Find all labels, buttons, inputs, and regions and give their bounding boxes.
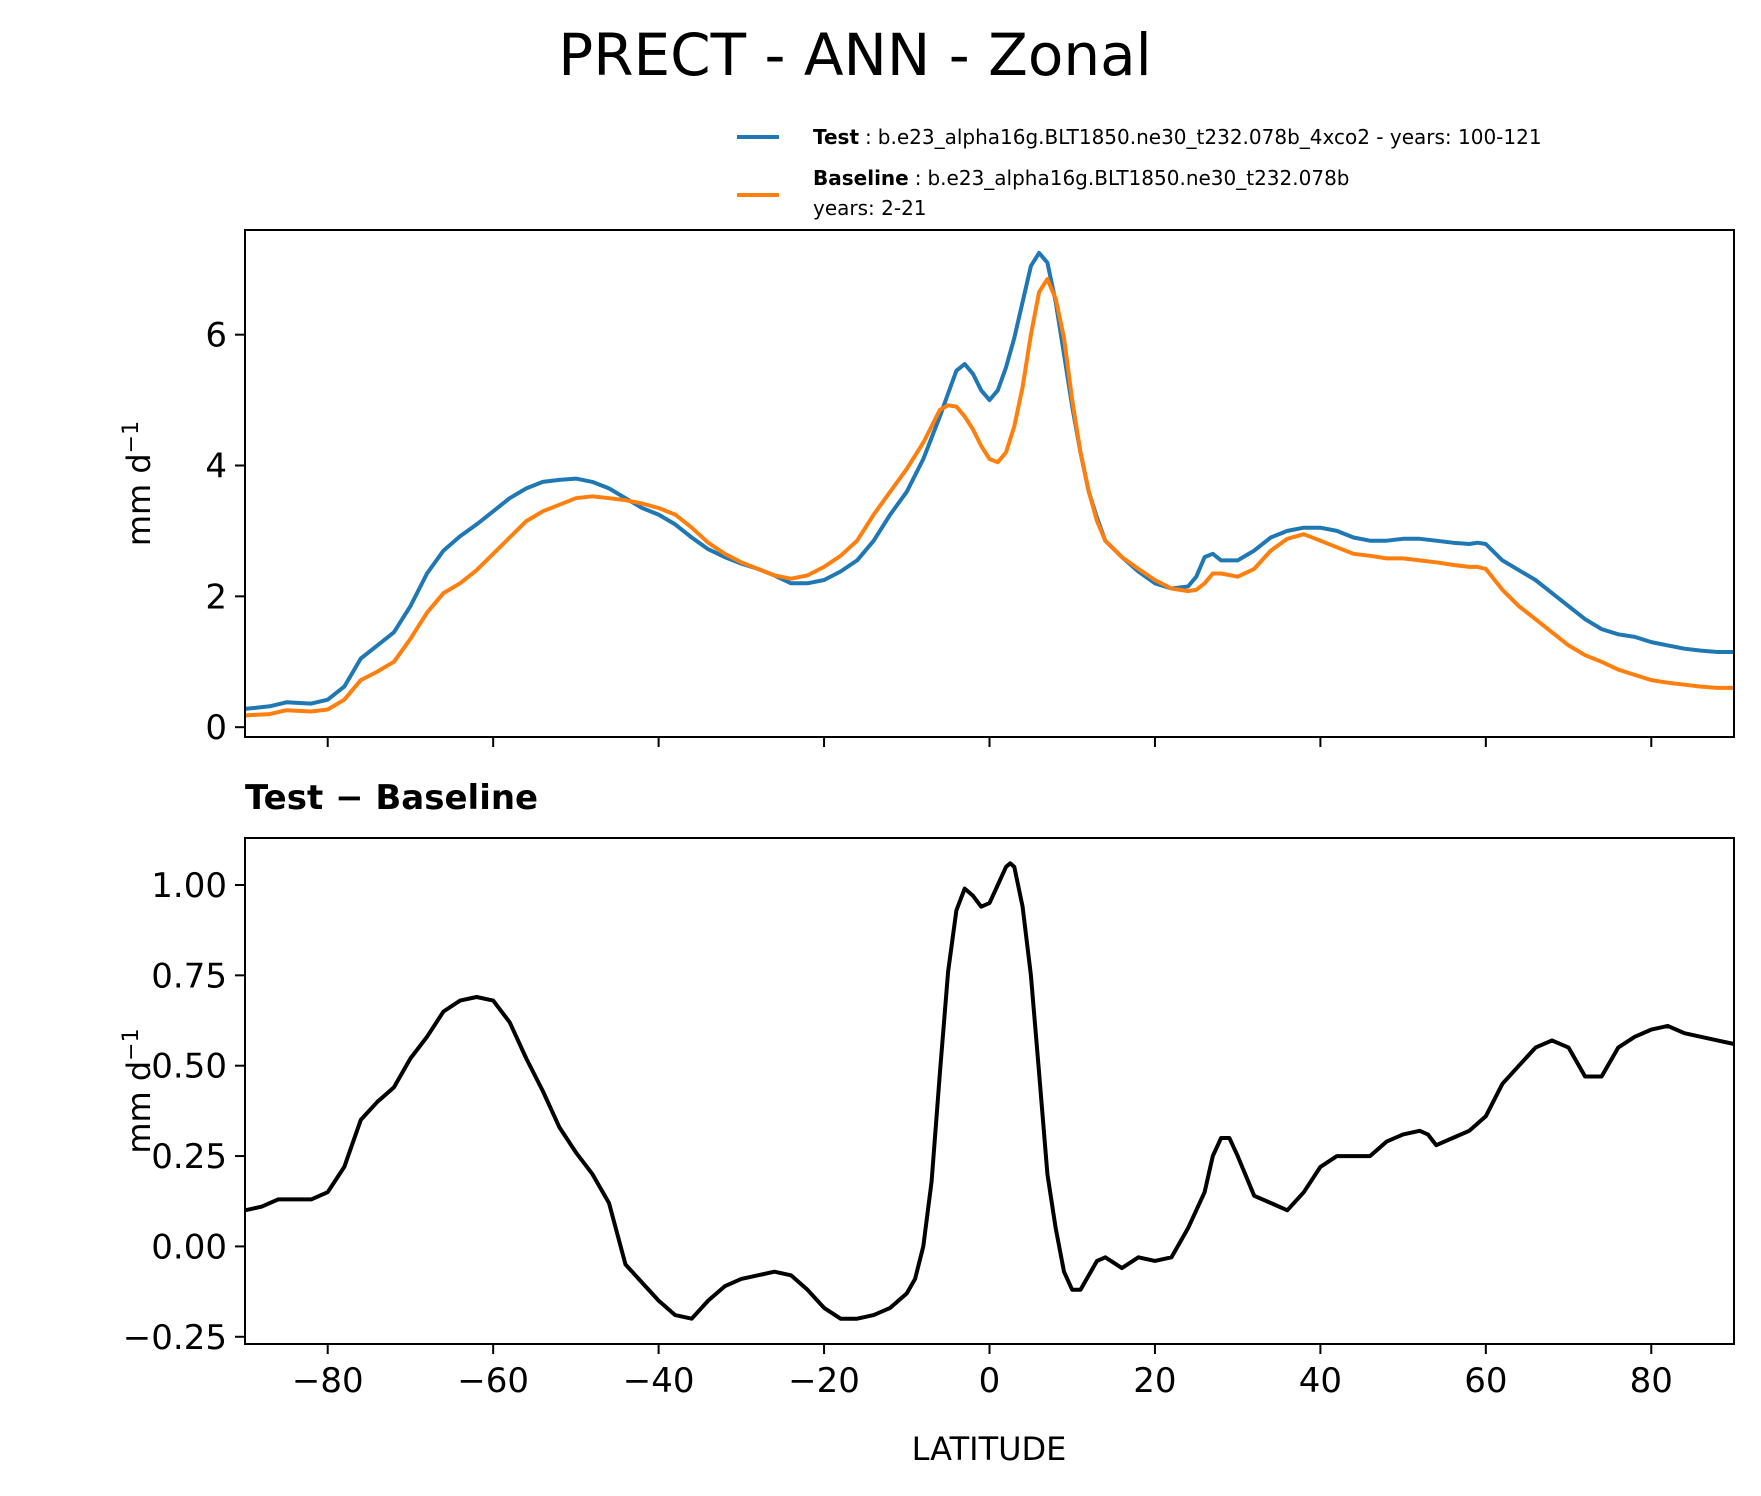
- test-series-line: [244, 250, 1734, 711]
- x-tick-label: 40: [1299, 1361, 1342, 1401]
- difference-series-line: [244, 861, 1735, 1321]
- x-axis-label: LATITUDE: [912, 1430, 1067, 1468]
- y-tick-label: 4: [205, 447, 227, 487]
- x-tick-label: 20: [1133, 1361, 1176, 1401]
- x-tick-label: −40: [623, 1361, 695, 1401]
- baseline-series-line: [244, 277, 1734, 718]
- y-tick-label: 0.00: [151, 1227, 227, 1267]
- legend-test-name: Test: [813, 125, 859, 149]
- x-tick-label: −20: [788, 1361, 860, 1401]
- legend-baseline-desc: b.e23_alpha16g.BLT1850.ne30_t232.078b: [927, 166, 1349, 190]
- y-tick-label: 0.25: [151, 1137, 227, 1177]
- y-tick-label: 1.00: [151, 866, 227, 906]
- y-axis-label: mm d−1: [119, 421, 158, 546]
- legend-test-desc: b.e23_alpha16g.BLT1850.ne30_t232.078b_4x…: [878, 125, 1542, 149]
- y-axis-label: mm d−1: [119, 1028, 158, 1153]
- top-panel: 0 2 4 6 mm d−1: [119, 229, 1735, 748]
- y-tick-label: 0: [205, 708, 227, 748]
- figure-title: PRECT - ANN - Zonal: [558, 21, 1152, 89]
- y-tick-label: 0.75: [151, 956, 227, 996]
- y-tick-label: 0.50: [151, 1047, 227, 1087]
- x-tick-label: −80: [292, 1361, 364, 1401]
- x-tick-label: 0: [979, 1361, 1001, 1401]
- y-tick-label: 2: [205, 577, 227, 617]
- x-tick-label: 60: [1464, 1361, 1507, 1401]
- svg-text:Test:b.e23_alpha16g.BLT1850.ne: Test: b.e23_alpha16g.BLT1850.ne30_t232.07…: [813, 125, 1542, 149]
- legend-baseline-years: years: 2-21: [813, 196, 927, 220]
- y-tick-label: 6: [205, 316, 227, 356]
- legend: Test: b.e23_alpha16g.BLT1850.ne30_t232.07…: [737, 125, 1542, 220]
- svg-text:Baseline:b.e23_alpha16g.BLT185: Baseline: b.e23_alpha16g.BLT1850.ne30_t23…: [813, 166, 1350, 190]
- x-tick-label: 80: [1630, 1361, 1673, 1401]
- difference-panel: −80 −60 −40 −20 0 20 40 60 80 −0.25 0.00 0.25 0.50 0.…: [119, 837, 1735, 1401]
- legend-baseline-name: Baseline: [813, 166, 909, 190]
- y-tick-label: −0.25: [123, 1318, 227, 1358]
- difference-panel-title: Test − Baseline: [245, 778, 538, 818]
- x-tick-label: −60: [457, 1361, 529, 1401]
